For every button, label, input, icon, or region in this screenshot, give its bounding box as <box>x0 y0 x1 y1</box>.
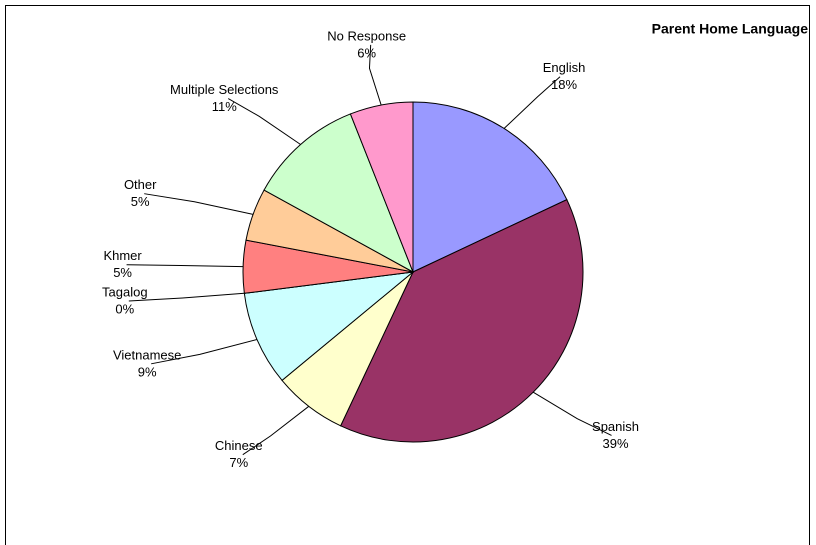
slice-label: English <box>543 60 586 75</box>
leader-line <box>126 264 244 268</box>
leader-line <box>503 76 561 129</box>
slice-value-label: 39% <box>603 436 629 451</box>
leader-line <box>242 405 310 456</box>
slice-value-label: 11% <box>212 99 237 114</box>
leader-line <box>227 98 301 145</box>
leader-line <box>128 292 245 302</box>
slice-label: Khmer <box>103 248 142 263</box>
leader-line <box>151 339 258 365</box>
slice-value-label: 5% <box>131 194 150 209</box>
pie-slice <box>263 113 414 274</box>
slice-value-label: 0% <box>115 301 134 316</box>
slice-label: Spanish <box>592 419 639 434</box>
slice-value-label: 18% <box>551 77 577 92</box>
leader-line <box>368 44 382 106</box>
leader-line <box>532 391 612 436</box>
slice-label: Tagalog <box>102 284 148 299</box>
slice-value-label: 5% <box>113 265 132 280</box>
pie-slice <box>339 198 584 443</box>
chart-title: Parent Home Language <box>652 21 809 37</box>
slice-value-label: 7% <box>229 455 248 470</box>
slice-value-label: 6% <box>357 45 376 60</box>
slice-value-label: 9% <box>138 364 157 379</box>
leader-line <box>144 193 254 215</box>
slice-label: Chinese <box>215 438 263 453</box>
slice-label: Other <box>124 177 157 192</box>
pie-slice <box>243 271 415 382</box>
pie-slice <box>349 101 414 273</box>
slice-label: Vietnamese <box>113 347 181 362</box>
slice-label: Multiple Selections <box>170 82 279 97</box>
slice-label: No Response <box>327 28 406 43</box>
